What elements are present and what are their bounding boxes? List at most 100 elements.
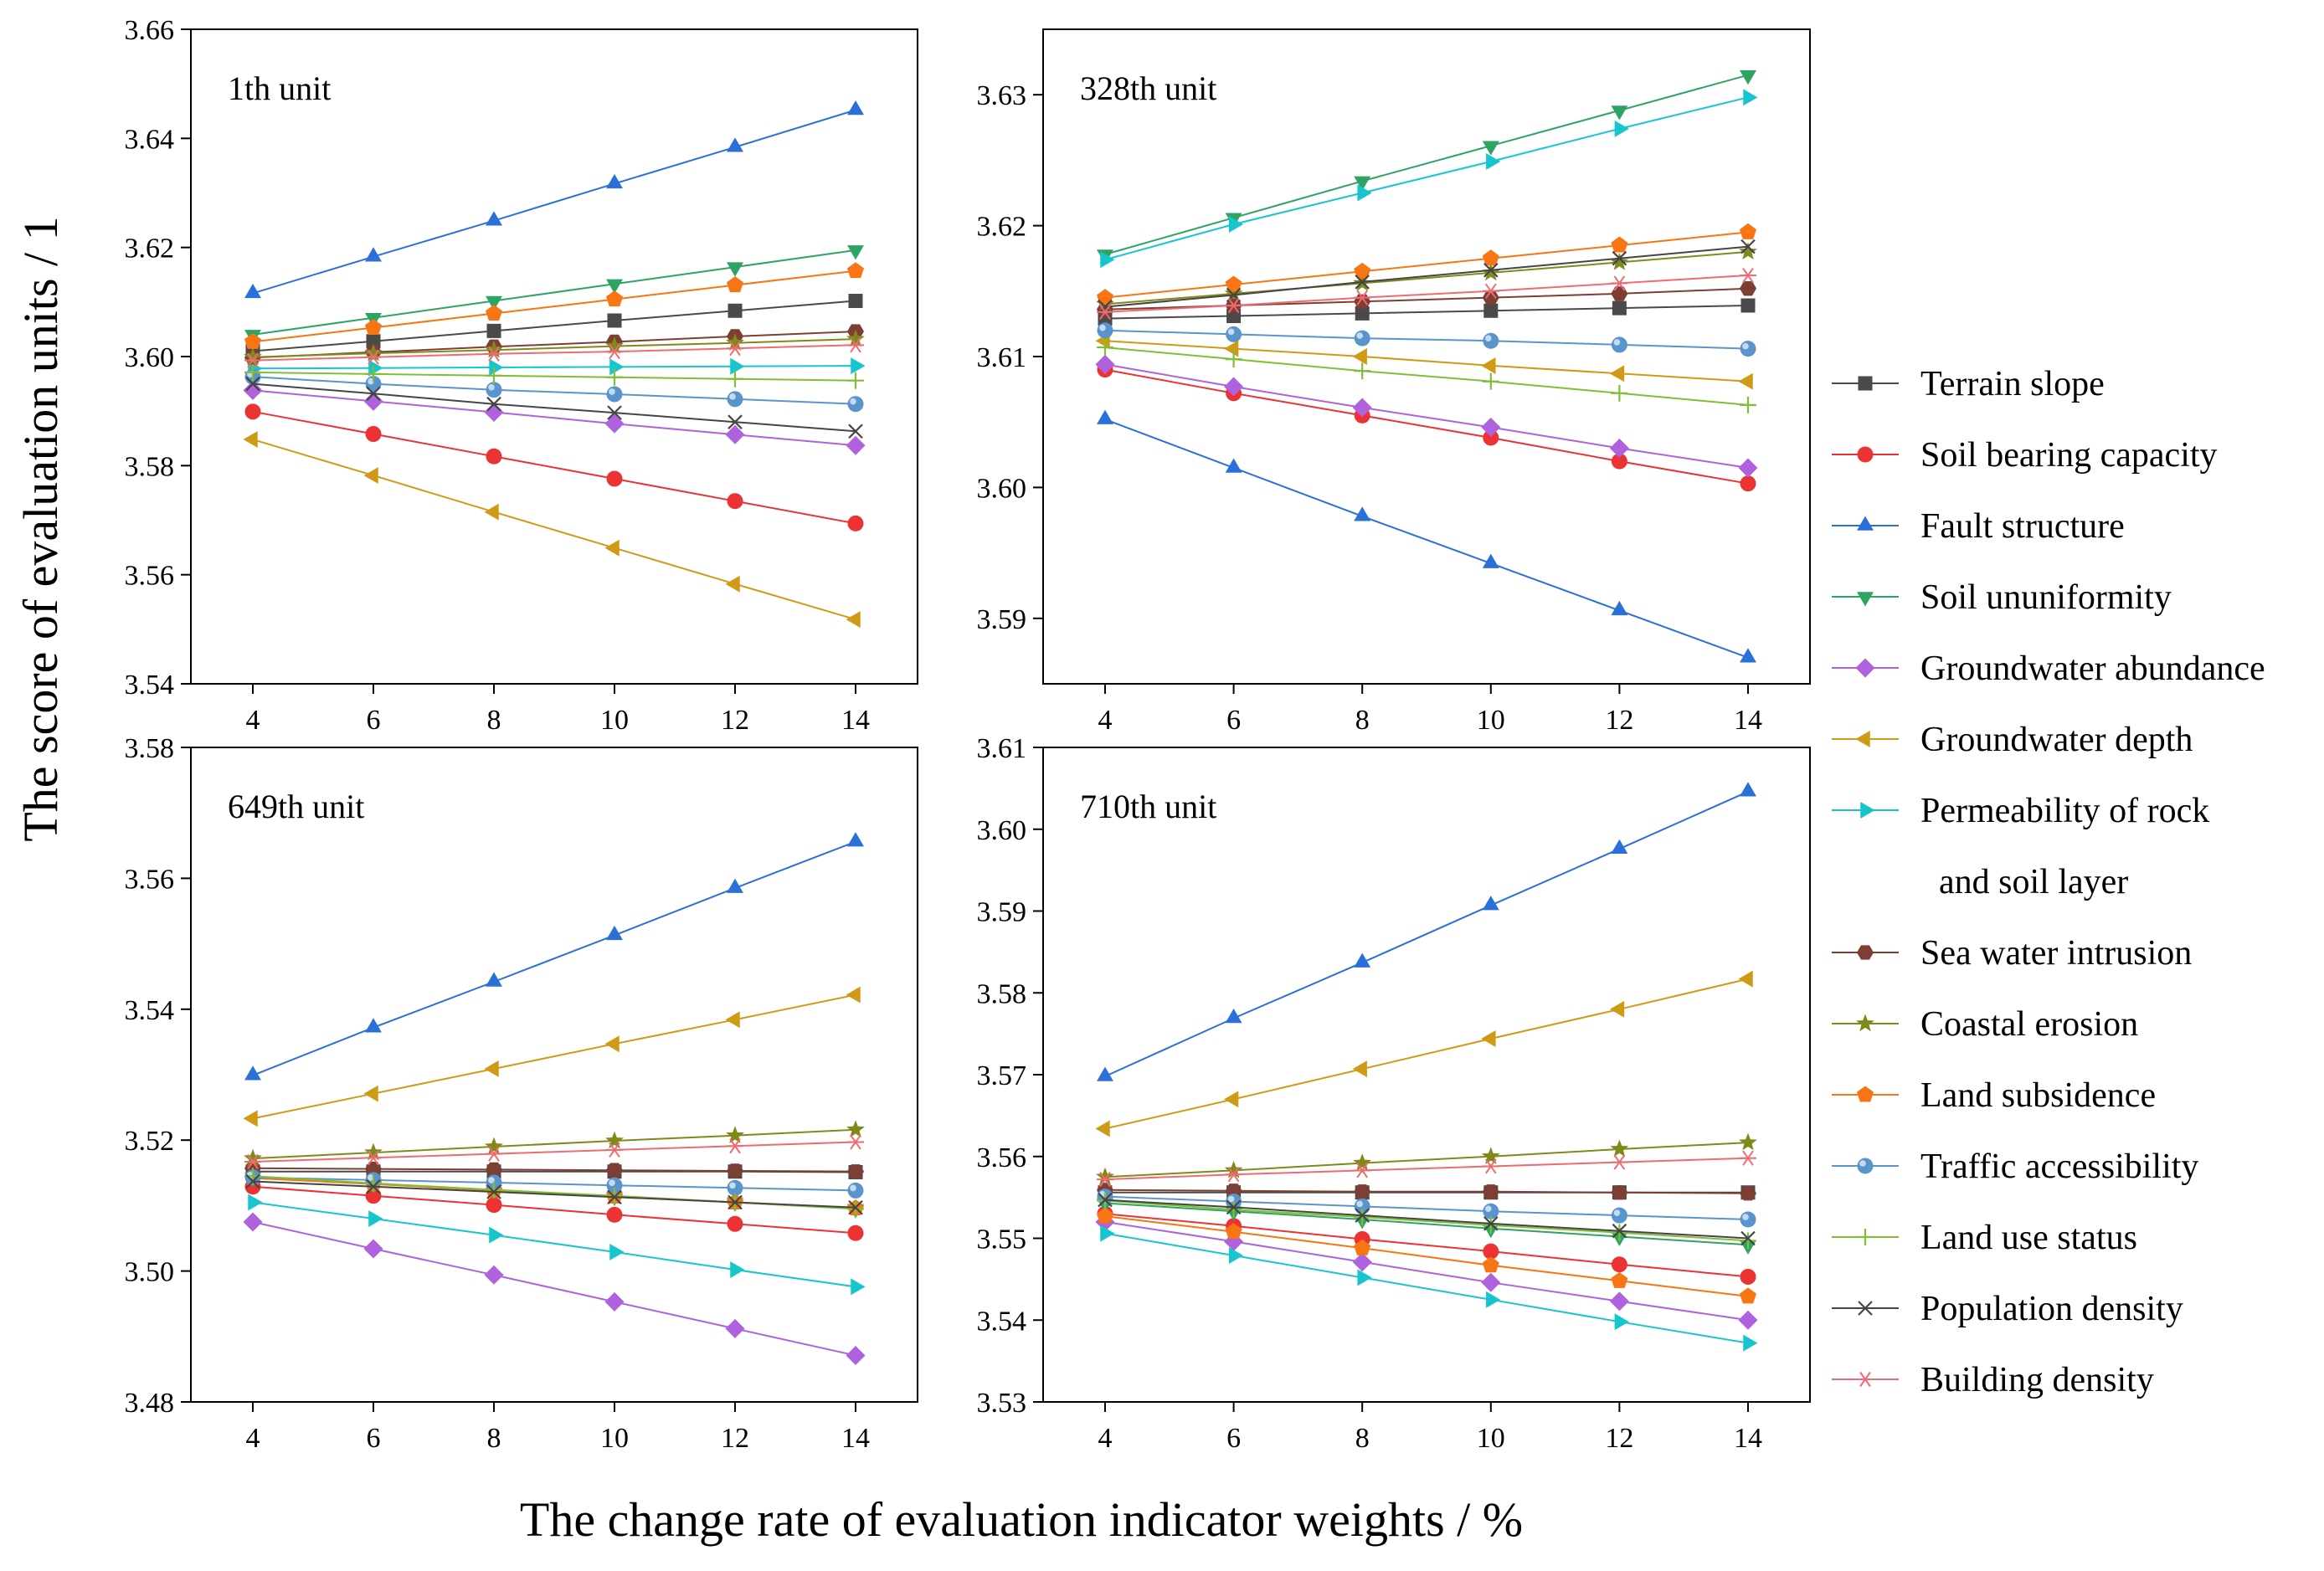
- y-tick-label: 3.59: [977, 897, 1027, 928]
- legend-item-soil-bearing-capacity: Soil bearing capacity: [1832, 436, 2218, 475]
- data-point: [1224, 1091, 1239, 1108]
- data-point: [1482, 1216, 1499, 1234]
- data-point: [1483, 429, 1499, 446]
- data-point: [848, 424, 863, 439]
- legend-label: Traffic accessibility: [1920, 1147, 2198, 1186]
- data-point: [1225, 1183, 1242, 1199]
- panel-1th-unit: 3.54 3.56 3.58 3.60 3.62 3.64 3.66 4 6 8 10 12 14 1th…: [125, 15, 918, 736]
- data-point: [484, 1265, 504, 1285]
- x-tick-label: 4: [1098, 705, 1113, 736]
- y-tick-label: 3.63: [977, 80, 1027, 111]
- data-point: [364, 343, 383, 362]
- series-line: [252, 1185, 856, 1235]
- data-point: [1354, 330, 1370, 347]
- data-point: [486, 1197, 502, 1214]
- data-point: [847, 832, 864, 847]
- series-groundwater-depth: [1095, 332, 1753, 390]
- data-point: [363, 467, 378, 485]
- data-point: [244, 363, 261, 381]
- panel-title: 649th unit: [228, 788, 364, 825]
- data-point: [1611, 105, 1628, 121]
- data-point: [728, 414, 743, 429]
- data-point: [1740, 396, 1756, 413]
- data-point: [1228, 1247, 1244, 1264]
- data-point: [365, 1174, 382, 1192]
- data-point: [1482, 372, 1499, 390]
- data-point: [847, 372, 864, 389]
- data-point: [606, 1177, 623, 1194]
- data-point: [1738, 970, 1753, 988]
- series-traffic-accessibility: [1097, 322, 1756, 357]
- series-fault-structure: [244, 832, 864, 1081]
- data-point: [1354, 1163, 1371, 1178]
- panel-649th-unit: 3.48 3.50 3.52 3.54 3.56 3.58 4 6 8 10 12 14 649th u…: [125, 733, 918, 1454]
- series-land-subsidence: [1097, 1207, 1756, 1304]
- data-point: [1611, 453, 1627, 470]
- data-point: [1224, 1160, 1243, 1178]
- data-point: [486, 382, 502, 398]
- data-point: [1095, 354, 1115, 374]
- data-point: [604, 1035, 620, 1053]
- series-line: [1104, 96, 1749, 261]
- data-point: [244, 347, 262, 365]
- data-point: [1482, 1256, 1499, 1273]
- data-point: [725, 575, 740, 593]
- y-tick-label: 3.60: [977, 473, 1027, 504]
- series-line: [252, 1221, 856, 1357]
- series-line: [1104, 1195, 1749, 1220]
- data-point: [1481, 357, 1496, 374]
- legend-marker: [1857, 516, 1874, 531]
- legend-item-groundwater-depth: Groundwater depth: [1832, 721, 2193, 759]
- legend-marker: [1857, 1158, 1874, 1174]
- series-line: [252, 1128, 856, 1160]
- series-line: [1104, 1213, 1749, 1278]
- y-tick-label: 3.54: [125, 995, 175, 1026]
- data-point: [1482, 1158, 1499, 1174]
- panel-710th-unit: 3.53 3.54 3.55 3.56 3.57 3.58 3.59 3.60 3.61 4 6 8 1…: [977, 733, 1811, 1454]
- data-point: [366, 386, 381, 402]
- data-point: [726, 1126, 744, 1144]
- data-point: [1611, 1256, 1627, 1273]
- data-point: [1097, 1066, 1113, 1081]
- series-population-density: [1098, 1192, 1756, 1246]
- data-point: [1740, 239, 1756, 254]
- data-point: [1097, 289, 1113, 305]
- legend-marker: [1855, 731, 1870, 747]
- data-point: [847, 337, 864, 353]
- data-point: [1352, 398, 1372, 418]
- data-point: [368, 1210, 383, 1227]
- legend-label: Population density: [1920, 1290, 2183, 1328]
- data-point: [730, 1261, 745, 1278]
- data-point: [1355, 1208, 1370, 1223]
- series-line: [252, 840, 856, 1076]
- data-point: [1354, 262, 1371, 279]
- data-point: [1481, 1030, 1496, 1047]
- y-tick-label: 3.61: [977, 342, 1027, 373]
- series-line: [1104, 363, 1749, 469]
- data-point: [1740, 1230, 1756, 1246]
- series-traffic-accessibility: [244, 1169, 864, 1199]
- data-point: [1483, 332, 1499, 349]
- legend-marker: [1857, 592, 1874, 607]
- data-point: [847, 515, 864, 531]
- data-point: [248, 1194, 263, 1211]
- data-point: [1225, 351, 1242, 368]
- series-line: [252, 371, 856, 382]
- series-groundwater-depth: [243, 431, 861, 629]
- legend-label: Building density: [1920, 1361, 2154, 1399]
- data-point: [363, 1085, 378, 1102]
- legend-marker: [1858, 1301, 1873, 1316]
- data-point: [846, 435, 866, 455]
- data-point: [725, 424, 745, 444]
- series-line: [252, 1180, 856, 1209]
- data-point: [363, 391, 383, 411]
- x-tick-label: 8: [487, 1423, 501, 1454]
- data-point: [486, 396, 501, 412]
- data-point: [1614, 1313, 1629, 1331]
- data-point: [365, 1150, 382, 1166]
- data-point: [605, 336, 624, 354]
- data-point: [604, 539, 620, 557]
- plot-frame: [1042, 28, 1811, 685]
- series-traffic-accessibility: [244, 368, 864, 413]
- data-point: [1482, 290, 1499, 305]
